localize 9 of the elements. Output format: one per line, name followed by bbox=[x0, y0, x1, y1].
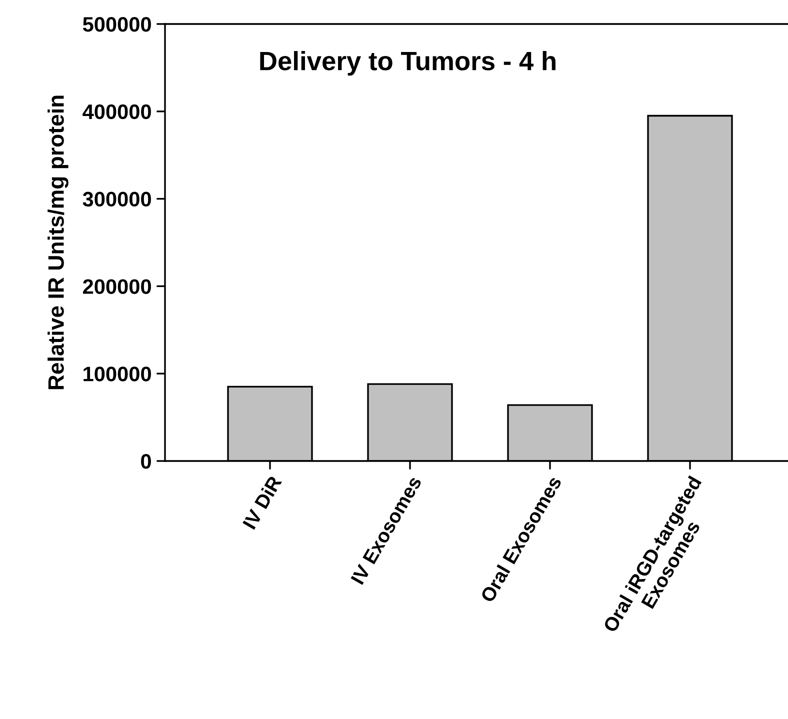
y-tick-label: 400000 bbox=[82, 104, 151, 120]
y-tick-label: 500000 bbox=[82, 17, 151, 32]
x-tick-label: IV DiR bbox=[242, 474, 282, 530]
y-tick-label: 200000 bbox=[83, 279, 151, 294]
y-tick-label: 0 bbox=[141, 454, 151, 469]
y-tick-label: 300000 bbox=[82, 192, 151, 207]
y-tick-label: 100000 bbox=[84, 366, 151, 382]
text: Delivery to Tumors - 4 h bbox=[260, 51, 556, 76]
y-axis-title: Relative IR Units/mg protein bbox=[48, 96, 68, 390]
